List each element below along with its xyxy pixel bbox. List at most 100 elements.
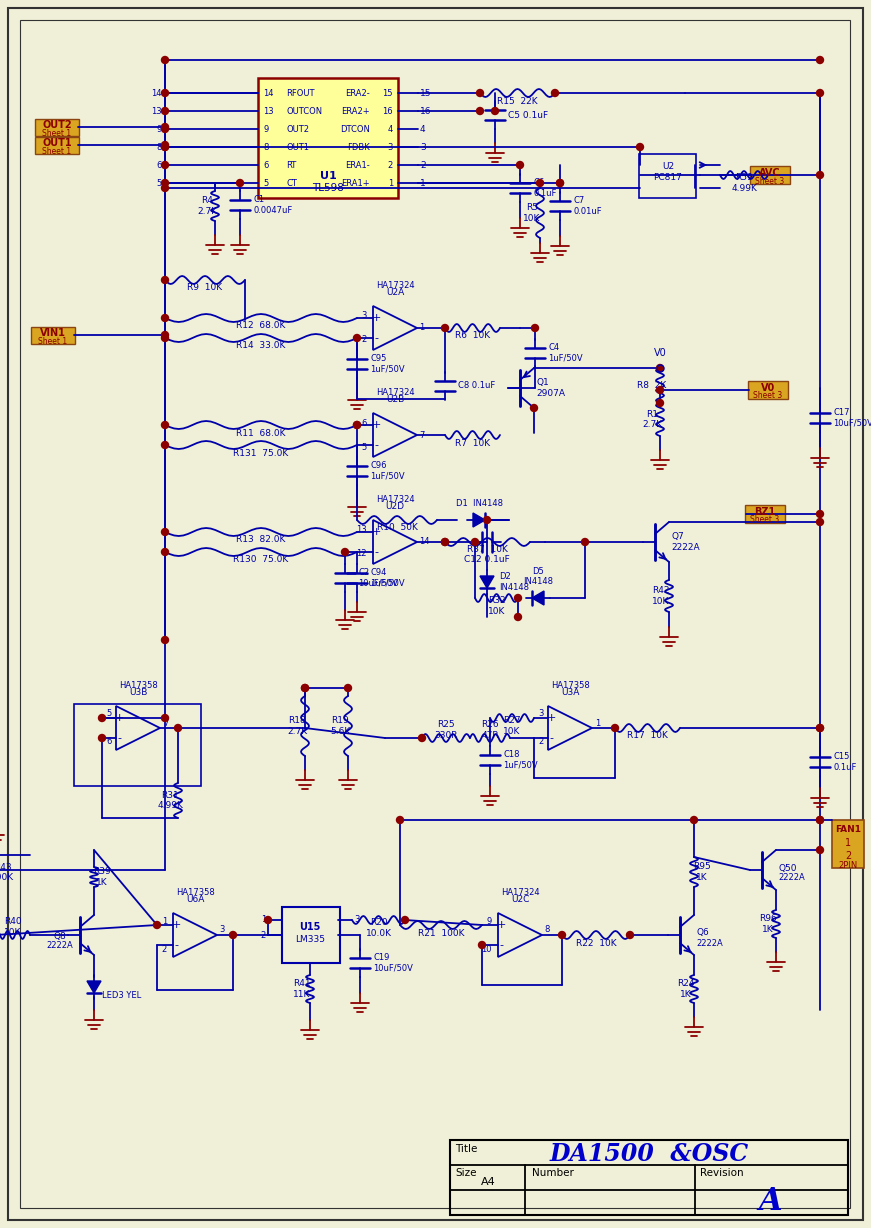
Text: DTCON: DTCON: [340, 124, 370, 134]
Text: HA17324: HA17324: [375, 281, 415, 290]
Text: 3: 3: [420, 142, 426, 151]
FancyBboxPatch shape: [258, 79, 398, 198]
Text: 1: 1: [595, 718, 600, 727]
Text: C5 0.1uF: C5 0.1uF: [508, 111, 548, 119]
Polygon shape: [87, 981, 101, 993]
Text: 5: 5: [263, 178, 268, 188]
Text: 14: 14: [263, 88, 273, 97]
Text: C4
1uF/50V: C4 1uF/50V: [548, 344, 583, 362]
Circle shape: [265, 916, 272, 923]
Circle shape: [515, 594, 522, 602]
Circle shape: [341, 549, 348, 555]
Text: OUTCON: OUTCON: [286, 107, 322, 115]
Text: 1: 1: [419, 323, 424, 333]
Text: R10  50K: R10 50K: [376, 523, 417, 533]
Circle shape: [816, 817, 823, 824]
Polygon shape: [480, 576, 494, 588]
Text: 2: 2: [361, 335, 367, 345]
Circle shape: [442, 539, 449, 545]
Text: 1: 1: [420, 178, 426, 188]
Text: +: +: [114, 713, 124, 723]
Text: 4: 4: [420, 124, 426, 134]
Text: R6  10K: R6 10K: [455, 332, 490, 340]
Text: -: -: [549, 733, 553, 743]
Circle shape: [816, 90, 823, 97]
Text: 8: 8: [157, 142, 162, 151]
Circle shape: [161, 528, 168, 535]
Text: Sheet 1: Sheet 1: [43, 129, 71, 138]
Circle shape: [816, 172, 823, 178]
Text: R42
10K: R42 10K: [652, 586, 670, 605]
Text: 2: 2: [539, 738, 544, 747]
Circle shape: [816, 817, 823, 824]
Text: ERA2+: ERA2+: [341, 107, 370, 115]
Text: Q8: Q8: [54, 932, 66, 942]
Circle shape: [816, 518, 823, 526]
Text: 6: 6: [157, 161, 162, 169]
Text: R19
5.6K: R19 5.6K: [330, 716, 350, 736]
Text: R40
10K: R40 10K: [3, 917, 21, 937]
Circle shape: [442, 324, 449, 332]
Text: R22  10K: R22 10K: [576, 938, 617, 948]
Text: RFOUT: RFOUT: [286, 88, 314, 97]
Text: 7: 7: [163, 718, 168, 727]
Text: R130  75.0K: R130 75.0K: [233, 555, 288, 565]
Text: HA17324: HA17324: [375, 388, 415, 397]
Text: U3A: U3A: [561, 688, 579, 698]
Circle shape: [161, 141, 168, 149]
Text: 3: 3: [361, 312, 367, 321]
Text: R39
1K: R39 1K: [93, 867, 111, 887]
Circle shape: [557, 179, 564, 187]
Text: +: +: [371, 313, 381, 323]
Text: Sheet 3: Sheet 3: [755, 177, 785, 185]
Circle shape: [816, 846, 823, 853]
FancyBboxPatch shape: [750, 166, 790, 184]
Circle shape: [478, 942, 485, 948]
Circle shape: [98, 715, 105, 722]
Circle shape: [161, 125, 168, 133]
Circle shape: [551, 90, 558, 97]
Text: 3: 3: [388, 142, 393, 151]
Circle shape: [161, 715, 168, 722]
Text: R9  10K: R9 10K: [187, 284, 223, 292]
Text: Revision: Revision: [700, 1168, 744, 1178]
Text: R26
47R: R26 47R: [481, 721, 499, 739]
Circle shape: [229, 932, 237, 938]
Text: R95
1K: R95 1K: [693, 862, 711, 882]
Text: 2: 2: [260, 931, 266, 939]
Text: A4: A4: [481, 1176, 496, 1187]
Text: 5: 5: [361, 442, 367, 452]
Text: 5: 5: [157, 178, 162, 188]
Text: C95
1uF/50V: C95 1uF/50V: [370, 355, 405, 373]
Circle shape: [402, 916, 408, 923]
Text: R37  10K: R37 10K: [467, 545, 508, 555]
Text: -: -: [174, 939, 178, 950]
Circle shape: [98, 734, 105, 742]
Text: U6A: U6A: [186, 895, 204, 904]
Circle shape: [301, 684, 308, 691]
Text: U2D: U2D: [386, 502, 404, 511]
Circle shape: [816, 511, 823, 517]
Text: R12  68.0K: R12 68.0K: [236, 322, 286, 330]
Text: +: +: [371, 527, 381, 537]
Text: Title: Title: [455, 1144, 477, 1154]
Text: U15: U15: [300, 922, 321, 932]
Text: R27
10K: R27 10K: [503, 716, 521, 736]
Text: -: -: [117, 733, 121, 743]
Text: 2: 2: [420, 161, 426, 169]
Text: HA17358: HA17358: [176, 888, 214, 896]
Text: 6: 6: [106, 738, 112, 747]
Circle shape: [161, 56, 168, 64]
Text: LM335: LM335: [295, 936, 325, 944]
Text: 1: 1: [260, 916, 266, 925]
Text: 1: 1: [845, 837, 851, 849]
Text: HA17324: HA17324: [501, 888, 539, 896]
Text: +: +: [546, 713, 556, 723]
Text: R131  75.0K: R131 75.0K: [233, 448, 288, 458]
Circle shape: [301, 684, 308, 691]
Circle shape: [174, 725, 181, 732]
Text: 16: 16: [382, 107, 393, 115]
Text: R24
1K: R24 1K: [678, 979, 695, 998]
Text: 9: 9: [157, 124, 162, 134]
Circle shape: [611, 725, 618, 732]
